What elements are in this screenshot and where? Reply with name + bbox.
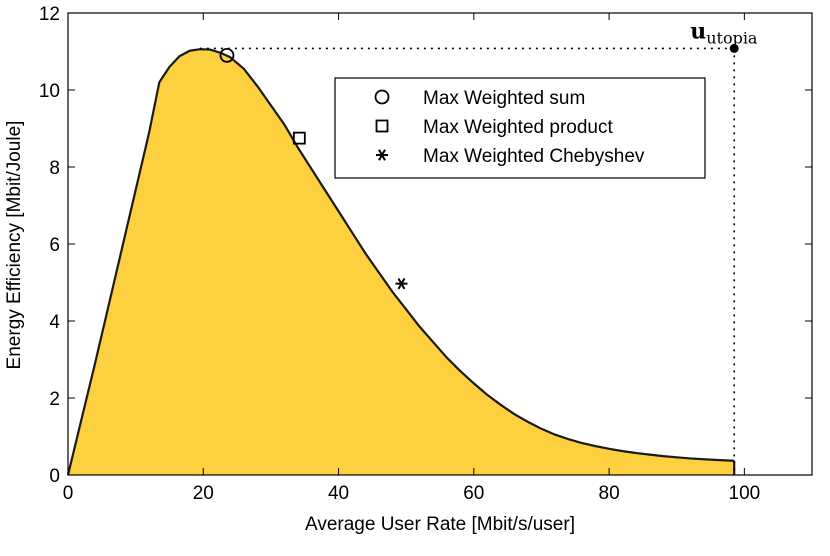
y-tick-label: 2 bbox=[49, 389, 60, 410]
asterisk-stroke bbox=[378, 149, 386, 161]
feasible-region-fill bbox=[68, 49, 735, 475]
x-tick-label: 20 bbox=[193, 483, 214, 504]
legend: Max Weighted sum Max Weighted product Max … bbox=[334, 77, 706, 179]
utopia-point bbox=[729, 43, 739, 53]
x-tick-label: 80 bbox=[599, 483, 620, 504]
utopia-label-main: u bbox=[690, 18, 706, 44]
y-tick-label: 10 bbox=[39, 81, 60, 102]
marker-layer bbox=[219, 47, 408, 290]
utopia-layer: uutopia bbox=[199, 18, 758, 475]
legend-label: Max Weighted Chebyshev bbox=[423, 146, 645, 167]
y-tick-label: 6 bbox=[49, 235, 60, 256]
asterisk-stroke bbox=[397, 277, 406, 290]
x-axis-label: Average User Rate [Mbit/s/user] bbox=[305, 514, 575, 535]
y-tick-label: 8 bbox=[49, 158, 60, 179]
y-tick-label: 12 bbox=[39, 4, 60, 25]
legend-label: Max Weighted product bbox=[423, 117, 613, 138]
legend-box bbox=[334, 77, 706, 179]
pareto-frontier-line bbox=[66, 48, 735, 476]
legend-marker-circle bbox=[374, 89, 390, 105]
legend-marker-square bbox=[375, 119, 389, 133]
utopia-label-sub: utopia bbox=[706, 28, 758, 47]
y-tick-label: 0 bbox=[49, 466, 60, 487]
marker-circle bbox=[219, 47, 235, 63]
y-tick-label: 4 bbox=[49, 312, 60, 333]
y-axis-label: Energy Efficiency [Mbit/Joule] bbox=[4, 121, 25, 370]
marker-square bbox=[292, 131, 306, 145]
x-tick-label: 100 bbox=[729, 483, 761, 504]
x-tick-label: 60 bbox=[463, 483, 484, 504]
utopia-label: uutopia bbox=[690, 18, 758, 47]
x-tick-label: 40 bbox=[328, 483, 349, 504]
axes-layer: 0 20 40 60 80 100 0 2 4 6 8 10 12 bbox=[39, 4, 813, 504]
legend-label: Max Weighted sum bbox=[423, 88, 585, 109]
x-tick-label: 0 bbox=[63, 483, 74, 504]
marker-asterisk bbox=[395, 277, 408, 290]
legend-marker-asterisk bbox=[376, 149, 388, 161]
